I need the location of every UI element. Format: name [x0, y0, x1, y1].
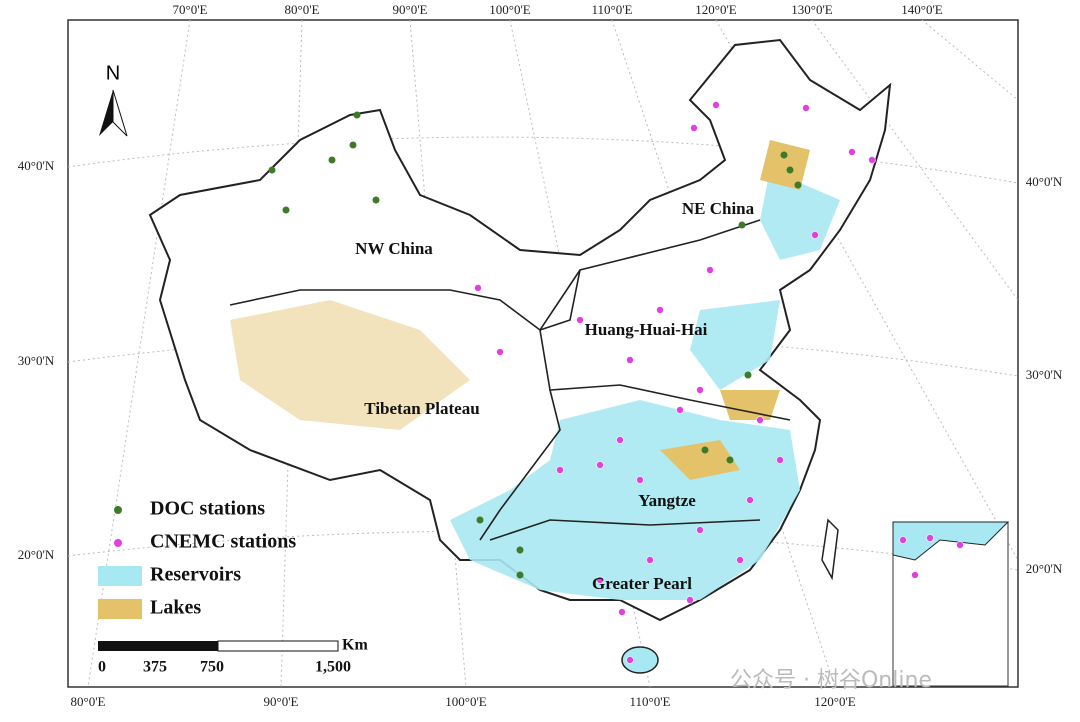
graticule-label: 120°0'E — [695, 2, 737, 17]
legend-swatch — [114, 539, 122, 547]
stations — [268, 101, 964, 664]
doc-station — [744, 371, 752, 379]
doc-station — [268, 166, 276, 174]
graticule-label: 20°0'N — [18, 547, 55, 562]
graticule-label: 40°0'N — [1026, 174, 1063, 189]
doc-station — [516, 571, 524, 579]
region-boundaries — [229, 219, 791, 541]
cnemc-station — [596, 461, 604, 469]
doc-station — [786, 166, 794, 174]
region-label: Greater Pearl — [592, 574, 692, 593]
graticule-label: 130°0'E — [791, 2, 833, 17]
cnemc-station — [636, 476, 644, 484]
cnemc-station — [756, 416, 764, 424]
legend-label: CNEMC stations — [150, 531, 296, 553]
region-label: Huang-Huai-Hai — [585, 320, 708, 339]
cnemc-station — [802, 104, 810, 112]
cnemc-station — [911, 571, 919, 579]
cnemc-station — [496, 348, 504, 356]
doc-station — [476, 516, 484, 524]
scale-label: 375 — [143, 659, 167, 676]
doc-station — [282, 206, 290, 214]
graticule-label: 140°0'E — [901, 2, 943, 17]
cnemc-station — [868, 156, 876, 164]
graticule-label: 120°0'E — [814, 694, 856, 709]
hainan — [621, 646, 659, 674]
cnemc-station — [736, 556, 744, 564]
legend-swatch — [98, 599, 142, 619]
graticule-label: 70°0'E — [173, 2, 208, 17]
region-label: Tibetan Plateau — [364, 399, 479, 418]
graticule-label: 100°0'E — [445, 694, 487, 709]
cnemc-station — [712, 101, 720, 109]
doc-station — [726, 456, 734, 464]
inset-coast — [892, 521, 1010, 561]
region-label: NW China — [355, 239, 433, 258]
cnemc-station — [656, 306, 664, 314]
graticule-label: 40°0'N — [18, 158, 55, 173]
doc-station — [794, 181, 802, 189]
scale-bar-white — [217, 640, 339, 652]
region-label: Yangtze — [638, 491, 696, 510]
cnemc-station — [956, 541, 964, 549]
cnemc-station — [696, 386, 704, 394]
lake-areas — [230, 140, 810, 480]
graticule-label: 20°0'N — [1026, 561, 1063, 576]
cnemc-station — [626, 656, 634, 664]
scale-unit: Km — [342, 637, 368, 654]
cnemc-station — [474, 284, 482, 292]
graticule-label: 100°0'E — [489, 2, 531, 17]
graticule-label: 90°0'E — [264, 694, 299, 709]
cnemc-station — [776, 456, 784, 464]
graticule-label: 80°0'E — [285, 2, 320, 17]
cnemc-station — [899, 536, 907, 544]
graticule-label: 110°0'E — [592, 2, 633, 17]
scale-bar-black — [98, 641, 218, 651]
legend-label: Reservoirs — [150, 564, 241, 586]
legend-label: DOC stations — [150, 498, 265, 520]
watermark: 公众号 · 树谷Online — [730, 668, 932, 693]
cnemc-station — [556, 466, 564, 474]
doc-station — [349, 141, 357, 149]
doc-station — [738, 221, 746, 229]
north-arrow — [99, 89, 128, 137]
cnemc-station — [576, 316, 584, 324]
doc-station — [328, 156, 336, 164]
cnemc-station — [626, 356, 634, 364]
taiwan — [821, 518, 839, 581]
doc-station — [780, 151, 788, 159]
cnemc-station — [618, 608, 626, 616]
cnemc-station — [676, 406, 684, 414]
scale-label: 1,500 — [315, 659, 351, 676]
doc-station — [516, 546, 524, 554]
graticule-label: 80°0'E — [71, 694, 106, 709]
legend-swatch — [114, 506, 122, 514]
cnemc-station — [690, 124, 698, 132]
cnemc-station — [926, 534, 934, 542]
graticule-label: 110°0'E — [630, 694, 671, 709]
north-label: N — [106, 62, 120, 84]
legend-swatch — [98, 566, 142, 586]
doc-station — [372, 196, 380, 204]
cnemc-station — [616, 436, 624, 444]
doc-station — [353, 111, 361, 119]
graticule-label: 30°0'N — [1026, 367, 1063, 382]
cnemc-station — [686, 596, 694, 604]
cnemc-station — [596, 576, 604, 584]
scale-label: 750 — [200, 659, 224, 676]
region-label: NE China — [682, 199, 755, 218]
legend-label: Lakes — [150, 597, 201, 619]
doc-station — [701, 446, 709, 454]
cnemc-station — [696, 526, 704, 534]
cnemc-station — [811, 231, 819, 239]
cnemc-station — [646, 556, 654, 564]
graticule-label: 30°0'N — [18, 353, 55, 368]
cnemc-station — [746, 496, 754, 504]
cnemc-station — [706, 266, 714, 274]
scale-label: 0 — [98, 659, 106, 676]
graticule-label: 90°0'E — [393, 2, 428, 17]
cnemc-station — [848, 148, 856, 156]
